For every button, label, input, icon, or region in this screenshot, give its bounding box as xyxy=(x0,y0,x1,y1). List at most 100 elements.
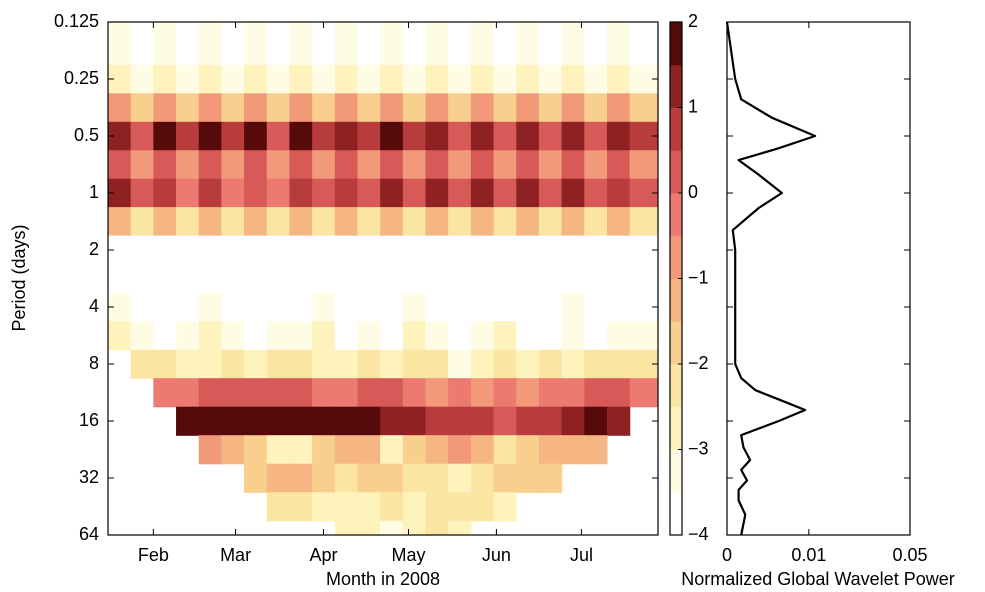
heatmap-cell xyxy=(448,406,472,436)
heatmap-cell xyxy=(357,435,381,465)
colorbar-band xyxy=(670,364,682,408)
heatmap-cell xyxy=(108,178,132,208)
heatmap-cell xyxy=(153,93,177,123)
heatmap-cell xyxy=(448,93,472,123)
heatmap-cell xyxy=(108,121,132,151)
heatmap-cell xyxy=(448,264,472,294)
heatmap-cell xyxy=(380,64,404,94)
heatmap-cell xyxy=(516,378,540,408)
heatmap-cell xyxy=(448,150,472,180)
heatmap-cell xyxy=(130,22,154,37)
heatmap-cell xyxy=(448,235,472,265)
heatmap-cell xyxy=(380,121,404,151)
heatmap-cell xyxy=(538,378,563,408)
heatmap-cell xyxy=(493,349,517,379)
heatmap-cell xyxy=(493,93,517,123)
heatmap-cell xyxy=(312,64,336,94)
heatmap-cell xyxy=(606,22,631,37)
heatmap-cell xyxy=(402,264,427,294)
heatmap-cell xyxy=(606,264,631,294)
heatmap-cell xyxy=(425,64,449,94)
heatmap-cell xyxy=(538,463,563,493)
heatmap-cell xyxy=(470,121,495,151)
heatmap-cell xyxy=(402,378,427,408)
heatmap-cell xyxy=(244,349,268,379)
heatmap-cell xyxy=(221,121,245,151)
heatmap-cell xyxy=(221,178,245,208)
heatmap-cell xyxy=(380,235,404,265)
heatmap-cell xyxy=(266,121,291,151)
heatmap-cell xyxy=(289,22,313,37)
heatmap-cell xyxy=(153,121,177,151)
heatmap-cell xyxy=(470,321,495,351)
heatmap-cell xyxy=(266,150,291,180)
heatmap-cell xyxy=(289,321,313,351)
heatmap-cell xyxy=(357,406,381,436)
heatmap-cell xyxy=(538,264,563,294)
heatmap-cell xyxy=(176,406,200,436)
y-tick-label: 8 xyxy=(89,353,99,373)
heatmap-cell xyxy=(538,349,563,379)
heatmap-cell xyxy=(198,378,223,408)
heatmap-cell xyxy=(244,150,268,180)
heatmap-cell xyxy=(221,378,245,408)
heatmap-cell xyxy=(176,378,200,408)
x-tick-label: 0 xyxy=(722,545,732,565)
heatmap-cell xyxy=(561,349,585,379)
heatmap-cell xyxy=(266,264,291,294)
heatmap-cell xyxy=(470,492,495,522)
heatmap-cell xyxy=(402,22,427,37)
heatmap-cell xyxy=(198,207,223,237)
heatmap-cell xyxy=(538,178,563,208)
heatmap-cell xyxy=(334,406,359,436)
heatmap-cell xyxy=(221,150,245,180)
heatmap-cell xyxy=(516,292,540,322)
heatmap-cell xyxy=(606,36,631,66)
heatmap-cell xyxy=(493,235,517,265)
heatmap-cell xyxy=(221,321,245,351)
heatmap-cell xyxy=(289,121,313,151)
heatmap-cell xyxy=(561,64,585,94)
x-tick-label: Jun xyxy=(482,545,511,565)
heatmap-cell xyxy=(198,36,223,66)
heatmap-cell xyxy=(198,349,223,379)
heatmap-cell xyxy=(402,178,427,208)
heatmap-cell xyxy=(402,463,427,493)
heatmap-cell xyxy=(561,235,585,265)
heatmap-cell xyxy=(493,321,517,351)
heatmap-cell xyxy=(312,435,336,465)
heatmap-cell xyxy=(334,292,359,322)
heatmap-cell xyxy=(244,264,268,294)
heatmap-cell xyxy=(334,492,359,522)
heatmap-cell xyxy=(561,378,585,408)
heatmap-cell xyxy=(493,292,517,322)
heatmap-cell xyxy=(176,64,200,94)
colorbar-tick-label: −1 xyxy=(688,267,709,287)
heatmap-cell xyxy=(606,378,631,408)
heatmap-cell xyxy=(221,36,245,66)
heatmap-cell xyxy=(266,321,291,351)
heatmap-cell xyxy=(266,463,291,493)
heatmap-cell xyxy=(221,207,245,237)
heatmap-cell xyxy=(312,235,336,265)
heatmap-cell xyxy=(130,93,154,123)
heatmap-cell xyxy=(244,292,268,322)
heatmap-cell xyxy=(402,492,427,522)
heatmap-cell xyxy=(357,378,381,408)
heatmap-cell xyxy=(516,121,540,151)
heatmap-cell xyxy=(629,150,658,180)
heatmap-cell xyxy=(334,520,359,535)
heatmap-cell xyxy=(448,178,472,208)
heatmap-cell xyxy=(312,321,336,351)
heatmap-cell xyxy=(266,406,291,436)
heatmap-cell xyxy=(244,22,268,37)
heatmap-cell xyxy=(266,36,291,66)
heatmap-cell xyxy=(153,207,177,237)
heatmap-cell xyxy=(538,150,563,180)
heatmap-cell xyxy=(516,64,540,94)
heatmap-cell xyxy=(561,121,585,151)
heatmap-cell xyxy=(289,64,313,94)
heatmap-cell xyxy=(380,292,404,322)
x-tick-label: Feb xyxy=(138,545,169,565)
